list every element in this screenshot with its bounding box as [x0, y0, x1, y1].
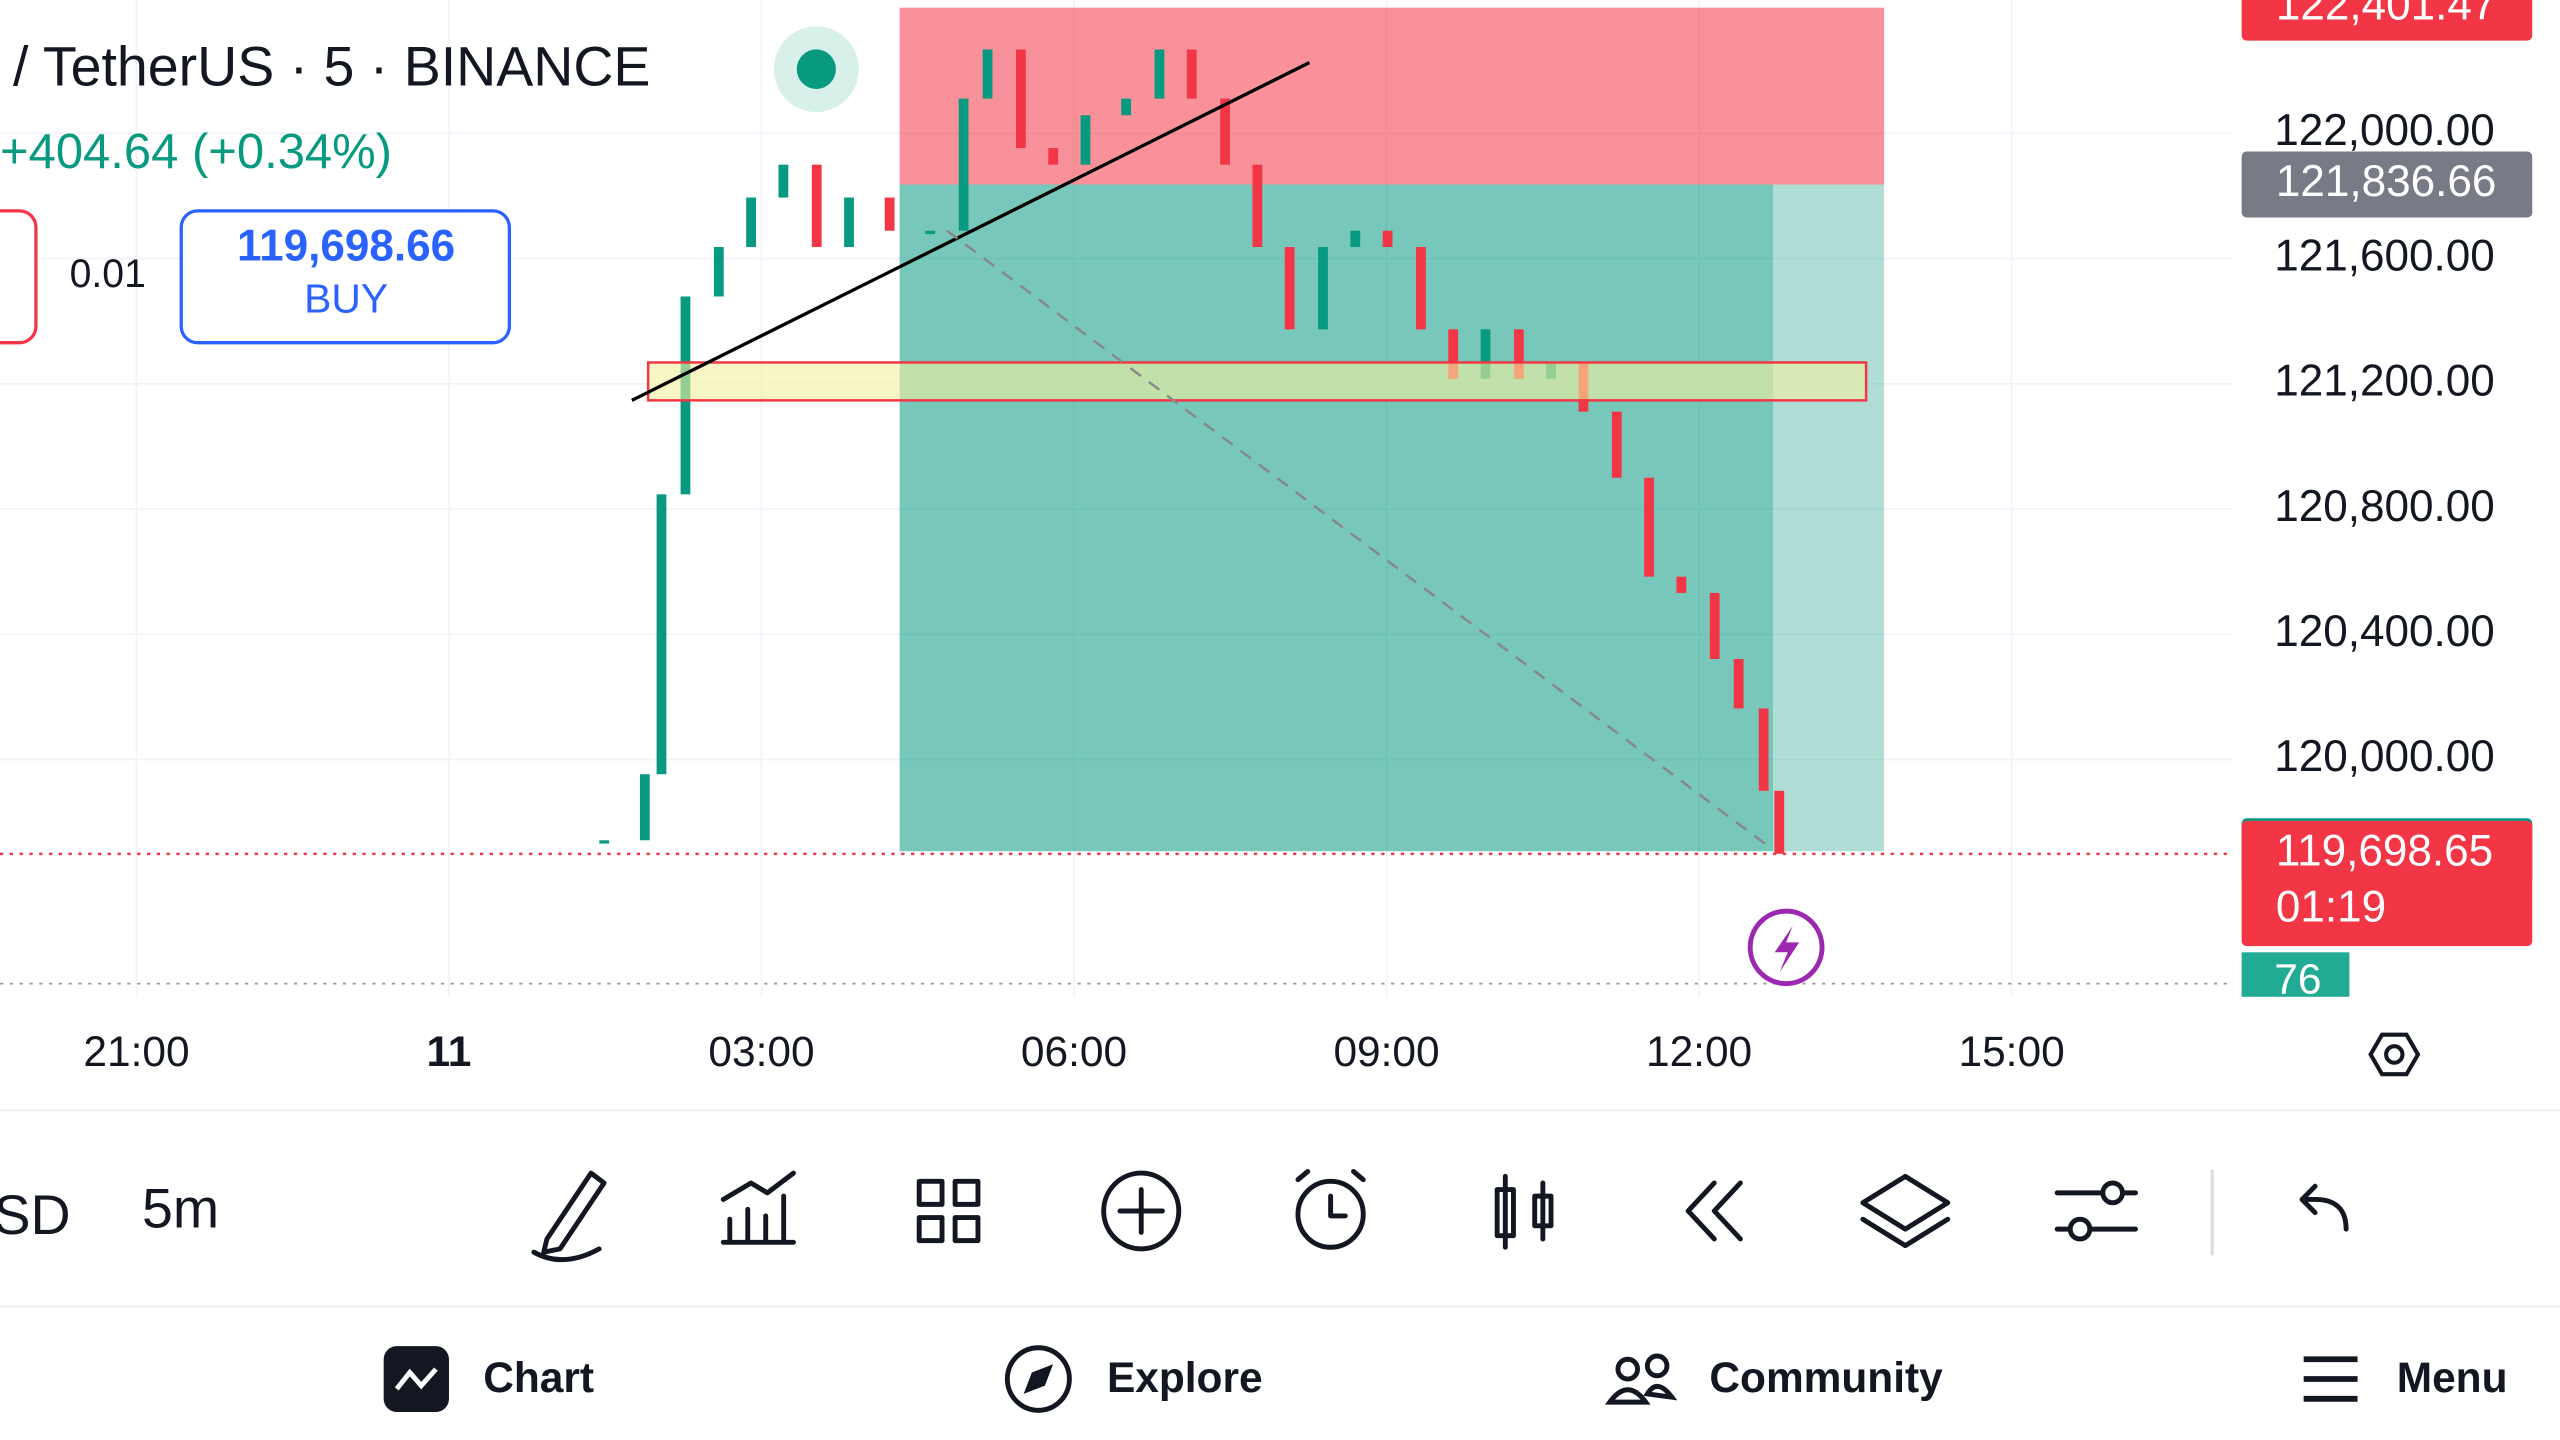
candle-body: [811, 164, 822, 248]
symbol: / TetherUS · 5 · BINANCE: [13, 35, 650, 97]
path-line: [946, 229, 1773, 850]
quantity[interactable]: 0.01: [70, 252, 146, 296]
flash-glyph: [1774, 925, 1800, 973]
candle-body: [925, 230, 936, 235]
buy-price[interactable]: 119,698.66: [237, 221, 455, 270]
alert-icon[interactable]: [1295, 1178, 1366, 1250]
price-label-box: [2241, 151, 2533, 218]
candle-body: [639, 774, 650, 841]
add-icon[interactable]: [1101, 1170, 1182, 1252]
sell-button[interactable]: [0, 209, 38, 345]
candle-body: [958, 98, 969, 231]
buy-button[interactable]: [179, 209, 512, 345]
candle-body: [713, 247, 724, 297]
y-tick-label: 121,200.00: [2274, 356, 2495, 405]
chart-nav-glyph: [394, 1367, 438, 1391]
zone: [646, 361, 1868, 402]
candle-body: [884, 197, 895, 231]
nav-menu[interactable]: Menu: [2397, 1354, 2508, 1402]
trend-line: [631, 61, 1311, 402]
candle-body: [1448, 329, 1459, 379]
candle-body: [1080, 115, 1091, 165]
candle-body: [844, 197, 854, 248]
indicator-icon[interactable]: [720, 1170, 796, 1245]
x-tick-label: 11: [427, 1028, 472, 1076]
candle-body: [1220, 98, 1230, 165]
y-tick-label: 120,000.00: [2274, 732, 2495, 781]
price-label: 121,836.66: [2276, 157, 2497, 206]
candle-body: [1416, 247, 1426, 330]
candle-body: [1252, 164, 1263, 248]
undo-icon[interactable]: [2299, 1183, 2349, 1232]
nav-community[interactable]: Community: [1709, 1354, 1943, 1402]
settings-icon-center: [2384, 1044, 2405, 1065]
explore-glyph: [1023, 1364, 1054, 1394]
replay-icon[interactable]: [1685, 1180, 1743, 1242]
candle-body: [1318, 247, 1328, 330]
x-tick-label: 09:00: [1333, 1028, 1439, 1076]
y-tick-label: 121,600.00: [2274, 231, 2495, 280]
buy-label[interactable]: BUY: [304, 275, 388, 321]
price-label: 122,401.47: [2276, 0, 2497, 29]
candle-body: [1644, 477, 1654, 577]
candle-body: [1186, 49, 1197, 99]
draw-icon[interactable]: [531, 1170, 607, 1263]
price-label-box: [2241, 820, 2533, 947]
community-icon[interactable]: [1604, 1353, 1678, 1405]
nav-explore[interactable]: Explore: [1107, 1354, 1263, 1402]
candle-body: [1350, 230, 1361, 248]
menu-icon[interactable]: [2303, 1356, 2358, 1402]
x-tick-label: 21:00: [83, 1028, 189, 1076]
layout-icon[interactable]: [916, 1178, 981, 1244]
candle-body: [1709, 592, 1720, 660]
candle-body: [1284, 247, 1295, 330]
target-zone-future: [1773, 184, 1885, 852]
candle-body: [599, 840, 610, 844]
stop-zone: [899, 7, 1885, 185]
toolbar-symbol[interactable]: SD: [0, 1184, 71, 1246]
y-tick-label: 120,800.00: [2274, 482, 2495, 531]
candle-body: [1015, 49, 1026, 149]
y-tick-label: 122,000.00: [2274, 106, 2495, 155]
x-tick-label: 06:00: [1021, 1028, 1127, 1076]
volume-label-box: [2241, 952, 2350, 997]
interval[interactable]: 5m: [142, 1177, 219, 1239]
candle-body: [746, 197, 756, 248]
x-tick-label: 12:00: [1646, 1028, 1752, 1076]
candle-body: [1611, 411, 1622, 478]
candle-icon[interactable]: [1494, 1173, 1554, 1250]
price-label-box: [2241, 0, 2533, 41]
y-tick-label: 120,400.00: [2274, 607, 2495, 656]
candle-body: [1121, 98, 1132, 116]
candle-body: [656, 494, 667, 775]
candle-body: [1480, 329, 1491, 379]
toolbar-icons[interactable]: [531, 1168, 2349, 1263]
nav-chart[interactable]: Chart: [483, 1354, 594, 1402]
layers-icon[interactable]: [1860, 1173, 1951, 1249]
candle-body: [1513, 329, 1524, 379]
candle-body: [1733, 659, 1744, 709]
x-tick-label: 03:00: [708, 1028, 814, 1076]
candle-body: [1676, 576, 1687, 593]
settings-icon[interactable]: [2368, 1032, 2421, 1077]
candle-body: [778, 164, 789, 198]
candle-body: [1154, 49, 1165, 99]
change: +404.64 (+0.34%): [0, 124, 392, 179]
candle-body: [1758, 708, 1769, 791]
price-label: 119,698.65: [2276, 826, 2493, 875]
plot: [0, 0, 2234, 997]
candle-body: [1382, 230, 1393, 248]
candle-body: [982, 49, 993, 99]
status-dot: [796, 49, 836, 89]
candle-body: [1774, 790, 1785, 854]
candle-body: [1048, 148, 1059, 165]
explore-icon[interactable]: [1004, 1345, 1072, 1413]
target-zone: [899, 184, 1774, 852]
volume-label: 76: [2274, 955, 2321, 1003]
countdown: 01:19: [2276, 882, 2386, 931]
x-tick-label: 15:00: [1958, 1028, 2064, 1076]
settings-sliders[interactable]: [2054, 1190, 2138, 1232]
